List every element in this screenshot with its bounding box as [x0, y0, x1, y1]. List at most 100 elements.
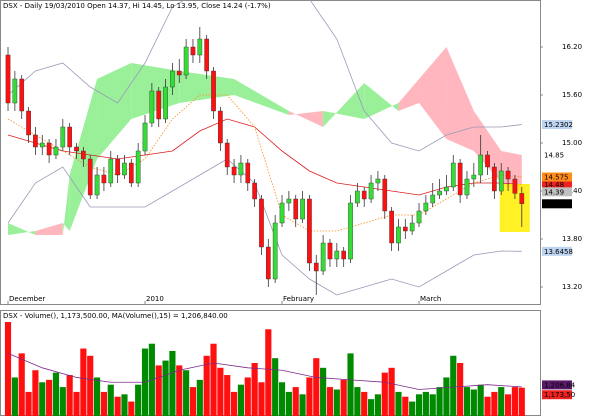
volume-bar	[162, 360, 169, 416]
candle-body	[464, 178, 470, 196]
candle-body	[416, 210, 422, 224]
candle-body	[74, 146, 79, 152]
x-tick-label: 2010	[146, 295, 164, 303]
volume-bar	[313, 358, 320, 416]
price-tag: 14.48	[544, 181, 564, 189]
candle-body	[204, 38, 209, 72]
cloud-segment	[62, 175, 70, 235]
candle-body	[122, 162, 127, 176]
candle-body	[211, 70, 216, 112]
indicator-line	[7, 158, 522, 296]
candle-body	[197, 38, 203, 56]
cloud-tag: 14.39	[544, 188, 564, 196]
y-tick-label: 13.20	[562, 283, 582, 291]
cloud-segment	[288, 111, 324, 127]
candle-body	[5, 54, 11, 104]
volume-bar	[477, 384, 484, 416]
volume-bar	[4, 322, 12, 416]
candle-body	[67, 126, 72, 148]
volume-bar	[265, 329, 272, 416]
volume-bar	[52, 372, 60, 416]
volume-bar	[46, 379, 53, 416]
candle-body	[361, 190, 367, 200]
volume-bar	[395, 391, 402, 416]
candle-body	[53, 146, 59, 156]
volume-bar	[25, 391, 32, 416]
price-tag: 14.575	[544, 174, 569, 182]
volume-bar	[409, 401, 416, 416]
candle-body	[176, 70, 182, 76]
volume-bar	[183, 370, 190, 416]
volume-bar	[292, 387, 299, 416]
volume-bar	[333, 389, 340, 416]
candle-body	[183, 46, 189, 76]
price-tag: 13.6458	[544, 248, 573, 256]
cloud-tag-bg	[542, 187, 572, 197]
candle-body	[128, 162, 134, 184]
volume-bar	[169, 350, 176, 416]
candle-body	[142, 122, 148, 152]
cloud-segment	[179, 71, 235, 103]
volume-bar	[107, 384, 114, 416]
candle-body	[272, 222, 278, 280]
candle-body	[471, 174, 477, 180]
volume-bar	[121, 394, 128, 416]
volume-bar	[224, 375, 231, 416]
candle-body	[156, 90, 162, 120]
candle-body	[450, 162, 456, 188]
candle-body	[423, 202, 429, 212]
candle-body	[320, 242, 326, 272]
cloud-segment	[35, 223, 63, 235]
candle-body	[389, 210, 394, 244]
candle-body	[348, 202, 353, 260]
candle-body	[101, 174, 107, 184]
volume-bar	[258, 382, 265, 416]
candle-body	[519, 193, 525, 204]
candle-body	[512, 178, 518, 194]
volume-tag: 1,173,50	[544, 391, 575, 399]
volume-bar	[450, 355, 457, 416]
volume-bar	[347, 353, 354, 416]
volume-bar	[155, 365, 162, 416]
volume-bar	[491, 391, 498, 416]
volume-tag-bg	[542, 390, 572, 400]
candle-body	[245, 162, 251, 184]
volume-bar	[367, 399, 375, 416]
volume-bar	[340, 379, 347, 416]
candle-body	[498, 170, 504, 192]
volume-bar	[18, 353, 25, 416]
volume-bar	[457, 363, 464, 416]
volume-bar	[66, 375, 73, 416]
volume-title: DSX - Volume(), 1,173,500.00, MA(Volume(…	[3, 312, 228, 320]
price-tag: 15.2302	[544, 121, 573, 129]
volume-bar	[114, 396, 121, 416]
volume-bar	[196, 379, 203, 416]
volume-bar	[299, 394, 306, 416]
volume-bar	[415, 394, 423, 416]
x-tick-label: December	[9, 295, 45, 303]
candle-body	[39, 142, 45, 148]
price-tag-bg	[542, 180, 572, 190]
candle-body	[403, 226, 408, 232]
candle-body	[87, 158, 93, 196]
cloud-segment	[446, 47, 474, 151]
volume-bar	[285, 391, 292, 416]
volume-bar	[374, 394, 382, 416]
price-panel	[0, 0, 541, 305]
cloud-segment	[8, 223, 36, 235]
volume-bar	[73, 391, 80, 416]
price-plot	[5, 0, 530, 296]
volume-bar	[484, 396, 491, 416]
y-tick-label: 13.80	[562, 235, 582, 243]
volume-bar	[80, 348, 87, 416]
price-tag-bg	[542, 246, 572, 256]
ma-tag: 1,206,84	[544, 381, 576, 389]
y-tick-label: 15.60	[562, 91, 582, 99]
candle-body	[382, 178, 388, 212]
candle-body	[108, 158, 114, 184]
price-tag-bg	[542, 120, 572, 130]
y-tick-label: 14.40	[562, 187, 582, 195]
candle-body	[60, 126, 66, 148]
indicator-line	[7, 94, 522, 232]
